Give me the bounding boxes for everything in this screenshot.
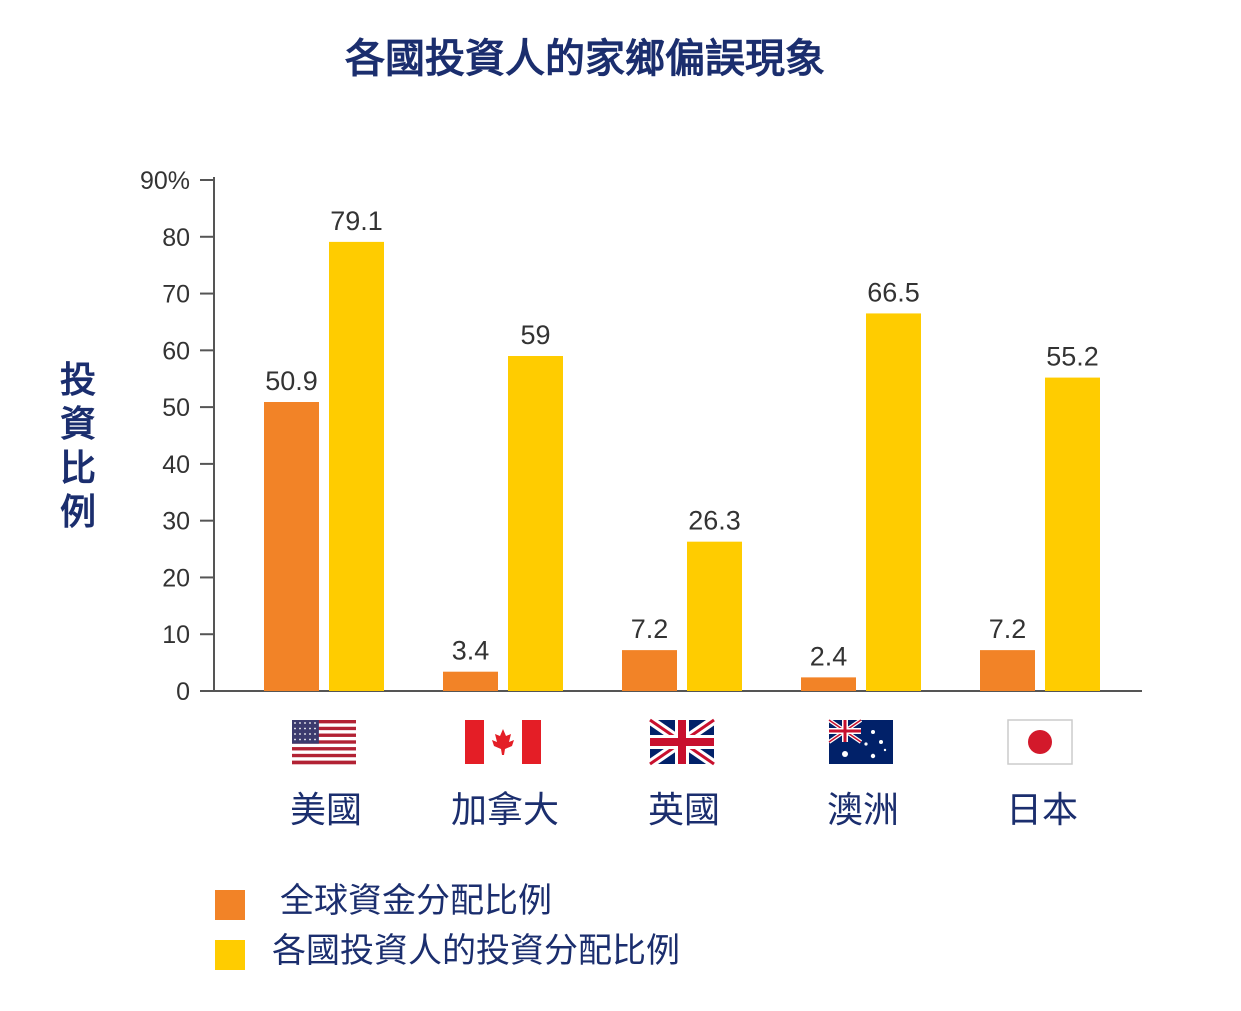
data-label: 50.9 xyxy=(265,366,318,396)
bar-global-1 xyxy=(443,671,498,691)
category-label: 加拿大 xyxy=(451,790,559,831)
data-labels: 50.9 79.1 3.4 59 7.2 26.3 2.4 66.5 7.2 55.2 xyxy=(265,206,1099,671)
bar-domestic-1 xyxy=(508,356,563,691)
data-label: 7.2 xyxy=(989,614,1027,644)
y-tick-label: 50 xyxy=(162,394,190,422)
y-tick-label: 60 xyxy=(162,337,190,365)
data-label: 55.2 xyxy=(1046,342,1099,372)
category-label: 美國 xyxy=(290,790,362,831)
flags xyxy=(292,716,1073,768)
legend-label: 全球資金分配比例 xyxy=(280,881,552,921)
y-tick-label: 0 xyxy=(176,678,190,706)
data-label: 79.1 xyxy=(330,206,383,236)
data-label: 3.4 xyxy=(452,636,490,666)
y-tick-label: 90% xyxy=(140,167,190,195)
y-axis-label-char: 資 xyxy=(60,404,96,445)
bar-domestic-0 xyxy=(329,241,384,692)
category-label: 日本 xyxy=(1006,790,1078,831)
bar-domestic-4 xyxy=(1045,377,1100,691)
us-flag-icon xyxy=(292,720,356,765)
legend-label: 各國投資人的投資分配比例 xyxy=(272,931,680,971)
category-labels: 美國 加拿大 英國 澳洲 日本 xyxy=(290,790,1078,831)
japan-flag-icon xyxy=(1007,719,1073,765)
data-label: 59 xyxy=(520,320,550,350)
category-label: 英國 xyxy=(648,790,720,831)
y-axis-label-char: 投 xyxy=(60,360,96,401)
y-tick-label: 20 xyxy=(162,564,190,592)
y-tick-label: 70 xyxy=(162,281,190,309)
category-label: 澳洲 xyxy=(827,790,899,831)
data-label: 66.5 xyxy=(867,277,920,307)
bar-global-3 xyxy=(801,677,856,691)
bar-domestic-3 xyxy=(866,313,921,691)
y-tick-label: 40 xyxy=(162,451,190,479)
y-tick-label: 80 xyxy=(162,224,190,252)
canada-flag-icon xyxy=(465,720,541,764)
chart-title: 各國投資人的家鄉偏誤現象 xyxy=(345,36,825,82)
bar-global-2 xyxy=(622,650,677,691)
y-tick-label: 30 xyxy=(162,508,190,536)
y-ticks: 0 10 20 30 40 50 60 70 80 90% xyxy=(140,167,214,706)
y-axis-label-char: 例 xyxy=(60,492,96,533)
bar-global-0 xyxy=(264,402,319,691)
data-label: 2.4 xyxy=(810,641,848,671)
data-label: 7.2 xyxy=(631,614,669,644)
legend-swatch xyxy=(215,890,245,920)
y-axis-label-char: 比 xyxy=(60,448,96,489)
legend-swatch xyxy=(215,940,245,970)
bars xyxy=(264,241,1100,692)
bar-domestic-2 xyxy=(687,541,742,691)
uk-flag-icon xyxy=(647,716,717,768)
australia-flag-icon xyxy=(827,718,893,764)
bar-global-4 xyxy=(980,650,1035,691)
y-tick-label: 10 xyxy=(162,621,190,649)
data-label: 26.3 xyxy=(688,506,741,536)
